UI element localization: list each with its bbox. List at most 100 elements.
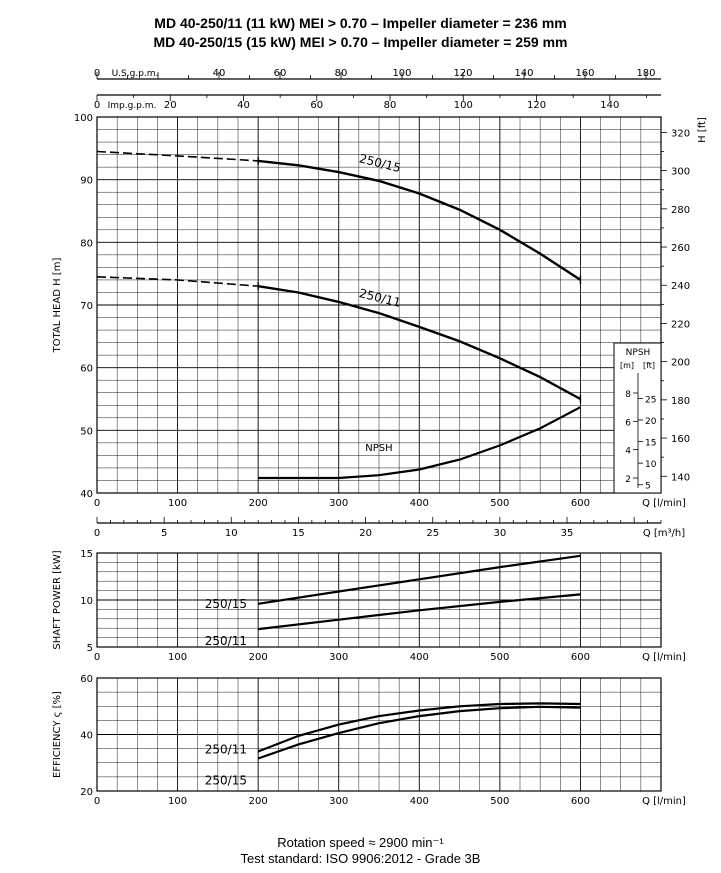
m3h-tick-label: 25 [426, 528, 439, 539]
power-x-tick-label: 300 [329, 652, 348, 663]
head-curve-250-15-extrapolated [96, 150, 259, 162]
head-ft-tick-label: 320 [671, 128, 690, 139]
head-y-axis-label: TOTAL HEAD H [m] [52, 258, 63, 354]
chart-titles: MD 40-250/11 (11 kW) MEI > 0.70 – Impell… [0, 14, 721, 52]
head-y-tick-label: 90 [80, 176, 93, 187]
efficiency-y-tick-label: 40 [80, 731, 93, 742]
npsh-ft-tick-label: 5 [645, 482, 651, 492]
m3h-tick-label: 5 [161, 528, 167, 539]
power-x-axis-label: Q [l/min] [642, 652, 686, 663]
power-x-tick-label: 400 [410, 652, 429, 663]
power-curve-label: 250/11 [205, 634, 247, 648]
head-y-tick-label: 50 [80, 426, 93, 437]
imp-gpm-tick-label: 120 [527, 100, 546, 111]
power-frame [96, 552, 662, 648]
head-y-tick-label: 70 [80, 301, 93, 312]
head-x-tick-label: 0 [94, 498, 100, 509]
npsh-curve-label: NPSH [365, 443, 392, 454]
efficiency-x-tick-label: 0 [94, 796, 100, 807]
efficiency-x-tick-label: 300 [329, 796, 348, 807]
power-curve-label: 250/15 [205, 597, 247, 611]
us-gpm-tick-label: 40 [213, 68, 226, 79]
head-x-tick-label: 200 [249, 498, 268, 509]
npsh-m-tick-label: 8 [625, 390, 631, 400]
head-ft-tick-label: 160 [671, 434, 690, 445]
head-x-tick-label: 600 [571, 498, 590, 509]
head-x-tick-label: 300 [329, 498, 348, 509]
power-x-tick-label: 600 [571, 652, 590, 663]
head-ft-tick-label: 180 [671, 396, 690, 407]
npsh-m-tick-label: 4 [625, 447, 631, 457]
npsh-ft-tick-label: 20 [645, 417, 657, 427]
power-y-axis-label: SHAFT POWER [kW] [52, 550, 63, 649]
m3h-tick-label: 0 [94, 528, 100, 539]
us-gpm-tick-label: 160 [575, 68, 594, 79]
head-x-tick-label: 400 [410, 498, 429, 509]
imp-gpm-tick-label: 20 [164, 100, 177, 111]
us-gpm-axis-label: U.S.g.p.m. [112, 69, 159, 79]
head-curve-250-11-extrapolated [96, 276, 259, 287]
head-ft-tick-label: 300 [671, 167, 690, 178]
head-ft-tick-label: 200 [671, 358, 690, 369]
imp-gpm-axis-label: Imp.g.p.m. [108, 101, 157, 111]
head-x-tick-label: 500 [490, 498, 509, 509]
head-curve-label: 250/11 [358, 286, 402, 310]
m3h-tick-label: 15 [292, 528, 305, 539]
power-x-tick-label: 200 [249, 652, 268, 663]
rotation-speed-note: Rotation speed ≈ 2900 min⁻¹ [277, 835, 444, 850]
test-standard-note: Test standard: ISO 9906:2012 - Grade 3B [240, 851, 481, 866]
chart-title-line-2: MD 40-250/15 (15 kW) MEI > 0.70 – Impell… [153, 34, 568, 50]
head-ft-tick-label: 260 [671, 243, 690, 254]
efficiency-x-tick-label: 100 [168, 796, 187, 807]
head-curve-250-15 [257, 159, 582, 281]
npsh-m-tick-label: 6 [625, 418, 631, 428]
head-ft-axis-label: H [ft] [697, 117, 708, 143]
head-ft-tick-label: 280 [671, 205, 690, 216]
head-y-tick-label: 80 [80, 238, 93, 249]
head-ft-tick-label: 220 [671, 319, 690, 330]
power-curve-250-15 [257, 554, 581, 605]
head-x-axis-label: Q [l/min] [642, 498, 686, 509]
efficiency-y-axis-label: EFFICIENCY ς [%] [52, 691, 63, 778]
efficiency-x-tick-label: 600 [571, 796, 590, 807]
m3h-tick-label: 30 [493, 528, 506, 539]
npsh-ft-tick-label: 10 [645, 460, 657, 470]
npsh-ft-tick-label: 25 [645, 395, 656, 405]
m3h-tick-label: 10 [225, 528, 238, 539]
efficiency-x-axis-label: Q [l/min] [642, 796, 686, 807]
efficiency-x-tick-label: 400 [410, 796, 429, 807]
efficiency-y-tick-label: 60 [80, 674, 93, 685]
us-gpm-tick-label: 180 [636, 68, 655, 79]
head-y-tick-label: 40 [80, 489, 93, 500]
imp-gpm-tick-label: 140 [600, 100, 619, 111]
npsh-ft-tick-label: 15 [645, 439, 656, 449]
power-x-tick-label: 500 [490, 652, 509, 663]
efficiency-curve-label: 250/11 [205, 742, 247, 756]
m3h-tick-label: 20 [359, 528, 372, 539]
us-gpm-tick-label: 140 [514, 68, 533, 79]
npsh-inset-box [613, 342, 662, 494]
us-gpm-tick-label: 120 [453, 68, 472, 79]
m3h-tick-label: 35 [561, 528, 574, 539]
imp-gpm-tick-label: 80 [384, 100, 397, 111]
power-x-tick-label: 0 [94, 652, 100, 663]
npsh-inset-title: NPSH [626, 348, 651, 358]
head-ft-tick-label: 240 [671, 281, 690, 292]
head-x-tick-label: 100 [168, 498, 187, 509]
head-y-tick-label: 60 [80, 364, 93, 375]
npsh-inset-ft-label: [ft] [643, 361, 655, 370]
m3h-axis-label: Q [m³/h] [643, 528, 685, 539]
power-y-tick-label: 15 [80, 549, 93, 560]
efficiency-x-tick-label: 500 [490, 796, 509, 807]
head-curve-label: 250/15 [358, 151, 402, 175]
efficiency-frame [96, 677, 662, 792]
head-ft-tick-label: 140 [671, 472, 690, 483]
us-gpm-tick-label: 0 [94, 68, 100, 79]
imp-gpm-tick-label: 60 [310, 100, 323, 111]
power-x-tick-label: 100 [168, 652, 187, 663]
npsh-inset-m-label: [m] [620, 361, 634, 370]
npsh-curve [258, 406, 581, 480]
npsh-m-tick-label: 2 [625, 475, 631, 485]
imp-gpm-tick-label: 100 [454, 100, 473, 111]
